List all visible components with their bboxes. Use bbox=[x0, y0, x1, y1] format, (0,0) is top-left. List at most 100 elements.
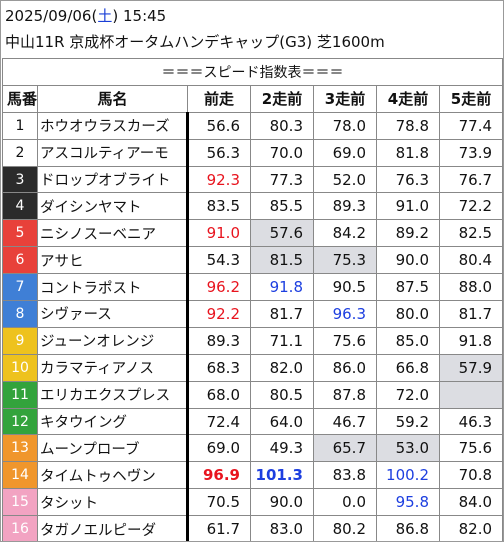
3-races-ago-index: 75.3 bbox=[313, 246, 377, 275]
table-title-row: ＝＝＝スピード指数表＝＝＝ bbox=[1, 58, 504, 86]
horse-number: 10 bbox=[2, 353, 38, 382]
horse-name: ホウオウラスカーズ bbox=[37, 111, 189, 140]
3-races-ago-index: 87.8 bbox=[313, 380, 377, 409]
3-races-ago-index: 84.2 bbox=[313, 219, 377, 248]
5-races-ago-index: 77.4 bbox=[438, 111, 504, 140]
horse-number: 15 bbox=[2, 488, 38, 517]
last-race-index: 83.5 bbox=[187, 192, 251, 221]
col-header-2-races-ago: 2走前 bbox=[250, 84, 314, 113]
horse-number: 1 bbox=[2, 111, 38, 140]
2-races-ago-index: 81.5 bbox=[250, 246, 314, 275]
5-races-ago-index: 88.0 bbox=[438, 273, 504, 302]
table-row: 14 タイムトゥヘヴン 96.9 101.3 83.8 100.2 70.8 bbox=[2, 461, 504, 490]
table-row: 1 ホウオウラスカーズ 56.6 80.3 78.0 78.8 77.4 bbox=[2, 111, 504, 140]
horse-number: 5 bbox=[2, 219, 38, 248]
3-races-ago-index: 46.7 bbox=[313, 407, 377, 436]
3-races-ago-index: 83.8 bbox=[313, 461, 377, 490]
2-races-ago-index: 64.0 bbox=[250, 407, 314, 436]
2-races-ago-index: 83.0 bbox=[250, 515, 314, 542]
table-row: 7 コントラポスト 96.2 91.8 90.5 87.5 88.0 bbox=[2, 273, 504, 302]
2-races-ago-index: 82.0 bbox=[250, 353, 314, 382]
col-header-4-races-ago: 4走前 bbox=[376, 84, 440, 113]
4-races-ago-index: 90.0 bbox=[376, 246, 440, 275]
2-races-ago-index: 80.5 bbox=[250, 380, 314, 409]
last-race-index: 61.7 bbox=[187, 515, 251, 542]
4-races-ago-index: 76.3 bbox=[376, 165, 440, 194]
5-races-ago-index: 76.7 bbox=[438, 165, 504, 194]
4-races-ago-index: 89.2 bbox=[376, 219, 440, 248]
last-race-index: 72.4 bbox=[187, 407, 251, 436]
4-races-ago-index: 80.0 bbox=[376, 300, 440, 328]
horse-name: カラマティアノス bbox=[37, 353, 189, 382]
5-races-ago-index: 70.8 bbox=[438, 461, 504, 490]
table-row: 11 エリカエクスプレス 68.0 80.5 87.8 72.0 bbox=[2, 380, 504, 409]
5-races-ago-index: 84.0 bbox=[438, 488, 504, 517]
4-races-ago-index: 59.2 bbox=[376, 407, 440, 436]
horse-number: 7 bbox=[2, 273, 38, 302]
table-row: 4 ダイシンヤマト 83.5 85.5 89.3 91.0 72.2 bbox=[2, 192, 504, 221]
2-races-ago-index: 101.3 bbox=[250, 461, 314, 490]
5-races-ago-index: 46.3 bbox=[438, 407, 504, 436]
2-races-ago-index: 57.6 bbox=[250, 219, 314, 248]
race-datetime: 2025/09/06(土) 15:45 bbox=[5, 6, 166, 26]
col-header-3-races-ago: 3走前 bbox=[313, 84, 377, 113]
2-races-ago-index: 70.0 bbox=[250, 138, 314, 167]
table-row: 12 キタウイング 72.4 64.0 46.7 59.2 46.3 bbox=[2, 407, 504, 436]
horse-number: 12 bbox=[2, 407, 38, 436]
horse-name: タガノエルピーダ bbox=[37, 515, 189, 542]
5-races-ago-index: 72.2 bbox=[438, 192, 504, 221]
horse-number: 2 bbox=[2, 138, 38, 167]
horse-name: タイムトゥヘヴン bbox=[37, 461, 189, 490]
horse-number: 9 bbox=[2, 326, 38, 355]
5-races-ago-index: 91.8 bbox=[438, 326, 504, 355]
table-row: 16 タガノエルピーダ 61.7 83.0 80.2 86.8 82.0 bbox=[2, 515, 504, 542]
horse-number: 16 bbox=[2, 515, 38, 542]
5-races-ago-index: 73.9 bbox=[438, 138, 504, 167]
day-of-week: 土 bbox=[97, 7, 113, 25]
horse-name: エリカエクスプレス bbox=[37, 380, 189, 409]
horse-name: ドロップオブライト bbox=[37, 165, 189, 194]
4-races-ago-index: 87.5 bbox=[376, 273, 440, 302]
2-races-ago-index: 85.5 bbox=[250, 192, 314, 221]
2-races-ago-index: 71.1 bbox=[250, 326, 314, 355]
table-row: 9 ジューンオレンジ 89.3 71.1 75.6 85.0 91.8 bbox=[2, 326, 504, 355]
horse-name: キタウイング bbox=[37, 407, 189, 436]
last-race-index: 92.2 bbox=[187, 300, 251, 328]
4-races-ago-index: 66.8 bbox=[376, 353, 440, 382]
4-races-ago-index: 100.2 bbox=[376, 461, 440, 490]
table-row: 3 ドロップオブライト 92.3 77.3 52.0 76.3 76.7 bbox=[2, 165, 504, 194]
horse-number: 13 bbox=[2, 434, 38, 463]
horse-name: アサヒ bbox=[37, 246, 189, 275]
table-row: 13 ムーンプローブ 69.0 49.3 65.7 53.0 75.6 bbox=[2, 434, 504, 463]
5-races-ago-index: 57.9 bbox=[438, 353, 504, 382]
3-races-ago-index: 65.7 bbox=[313, 434, 377, 463]
horse-name: ムーンプローブ bbox=[37, 434, 189, 463]
last-race-index: 68.0 bbox=[187, 380, 251, 409]
last-race-index: 54.3 bbox=[187, 246, 251, 275]
col-header-number: 馬番 bbox=[2, 84, 38, 113]
horse-name: アスコルティアーモ bbox=[37, 138, 189, 167]
last-race-index: 56.6 bbox=[187, 111, 251, 140]
last-race-index: 91.0 bbox=[187, 219, 251, 248]
horse-number: 4 bbox=[2, 192, 38, 221]
table-header-row: 馬番 馬名 前走 2走前 3走前 4走前 5走前 bbox=[2, 84, 504, 113]
3-races-ago-index: 89.3 bbox=[313, 192, 377, 221]
3-races-ago-index: 0.0 bbox=[313, 488, 377, 517]
day-of-week-close: ) bbox=[112, 7, 119, 25]
horse-number: 6 bbox=[2, 246, 38, 275]
last-race-index: 92.3 bbox=[187, 165, 251, 194]
2-races-ago-index: 77.3 bbox=[250, 165, 314, 194]
4-races-ago-index: 85.0 bbox=[376, 326, 440, 355]
last-race-index: 96.2 bbox=[187, 273, 251, 302]
last-race-index: 68.3 bbox=[187, 353, 251, 382]
col-header-horse-name: 馬名 bbox=[37, 84, 188, 113]
horse-number: 14 bbox=[2, 461, 38, 490]
5-races-ago-index: 82.5 bbox=[438, 219, 504, 248]
3-races-ago-index: 75.6 bbox=[313, 326, 377, 355]
table-row: 6 アサヒ 54.3 81.5 75.3 90.0 80.4 bbox=[2, 246, 504, 275]
race-time: 15:45 bbox=[122, 7, 167, 25]
5-races-ago-index: 75.6 bbox=[438, 434, 504, 463]
3-races-ago-index: 86.0 bbox=[313, 353, 377, 382]
4-races-ago-index: 95.8 bbox=[376, 488, 440, 517]
last-race-index: 56.3 bbox=[187, 138, 251, 167]
